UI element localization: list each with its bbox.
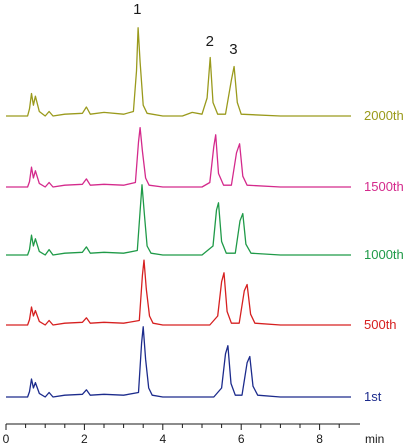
series-label-500th: 500th — [364, 317, 397, 332]
label-layer: 2000th 1500th 1000th 500th 1st 1 2 3 — [133, 1, 404, 404]
series-layer — [6, 27, 351, 398]
series-line-1000th — [6, 184, 351, 256]
x-tick-label: 4 — [159, 432, 166, 446]
x-tick-label: 8 — [316, 432, 323, 446]
x-tick-label: 0 — [3, 432, 10, 446]
peak-label-3: 3 — [229, 41, 237, 58]
series-line-1st — [6, 326, 351, 398]
series-label-1500th: 1500th — [364, 179, 404, 194]
series-line-500th — [6, 259, 351, 326]
series-line-2000th — [6, 27, 351, 117]
x-axis: 0 2 4 6 8 min — [3, 423, 384, 446]
series-label-1st: 1st — [364, 389, 382, 404]
x-tick-label: 2 — [81, 432, 88, 446]
x-axis-label: min — [365, 432, 384, 446]
peak-label-1: 1 — [133, 1, 141, 18]
series-label-1000th: 1000th — [364, 247, 404, 262]
x-tick-label: 6 — [238, 432, 245, 446]
series-line-1500th — [6, 126, 351, 188]
series-label-2000th: 2000th — [364, 108, 404, 123]
peak-label-2: 2 — [206, 33, 214, 50]
